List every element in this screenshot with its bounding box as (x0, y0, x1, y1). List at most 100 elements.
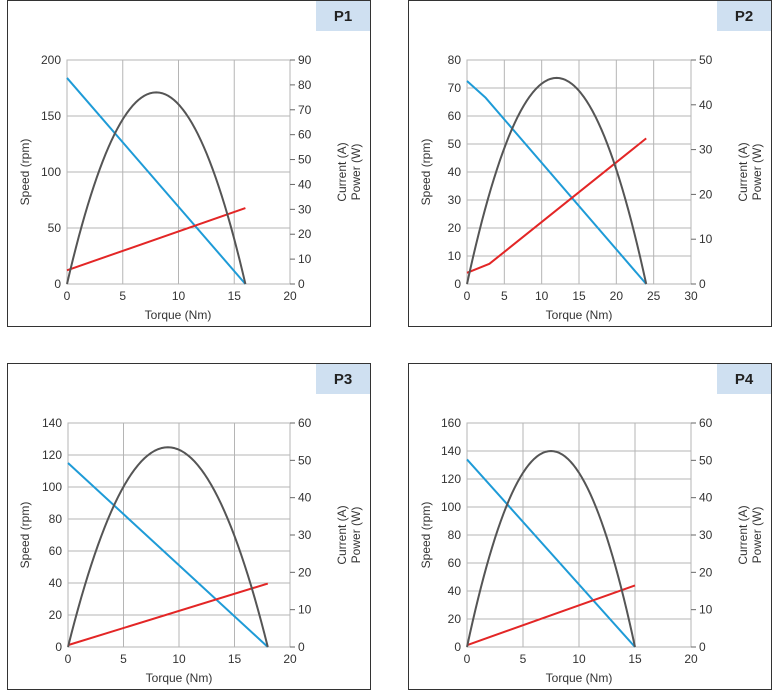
y-left-tick-label: 200 (41, 53, 61, 67)
y-right-tick-label: 10 (699, 232, 713, 246)
y-left-tick-label: 60 (448, 109, 462, 123)
x-tick-label: 10 (172, 652, 186, 666)
y-right-tick-label: 20 (699, 565, 713, 579)
y-right-tick-label: 90 (298, 53, 312, 67)
x-tick-label: 20 (610, 289, 624, 303)
y-right-tick-label: 50 (699, 53, 713, 67)
x-axis-label: Torque (Nm) (145, 308, 212, 322)
y-left-tick-label: 20 (448, 612, 462, 626)
panel-badge: P2 (717, 1, 771, 31)
y-right-tick-label: 80 (298, 78, 312, 92)
power-curve (67, 446, 269, 648)
y-right-tick-label: 40 (298, 177, 312, 191)
y-right-tick-label: 70 (298, 103, 312, 117)
y-left-tick-label: 0 (454, 640, 461, 654)
x-tick-label: 5 (501, 289, 508, 303)
x-axis-label: Torque (Nm) (146, 671, 213, 685)
y-right-tick-label: 60 (298, 128, 312, 142)
y-right-tick-label: 0 (699, 277, 706, 291)
x-tick-label: 15 (228, 652, 242, 666)
y-left-tick-label: 70 (448, 81, 462, 95)
y-right-tick-label: 50 (298, 453, 312, 467)
y-axis-left-label: Speed (rpm) (18, 502, 32, 569)
y-right-tick-label: 10 (699, 603, 713, 617)
y-left-tick-label: 40 (448, 584, 462, 598)
power-curve (466, 76, 648, 285)
y-left-tick-label: 40 (448, 165, 462, 179)
y-left-tick-label: 140 (42, 416, 62, 430)
y-right-tick-label: 40 (699, 491, 713, 505)
y-axis-left-label: Speed (rpm) (419, 139, 433, 206)
x-tick-label: 15 (628, 652, 642, 666)
chart-panel-p3: P3 0 5 10 15 20 0 20 40 60 80 100 120 140 0 10 20 30 40 50… (7, 363, 371, 690)
y-right-tick-label: 30 (298, 202, 312, 216)
chart-svg: 0 5 10 15 200501001502000102030405060708090 … (18, 53, 363, 322)
y-left-tick-label: 60 (49, 544, 63, 558)
y-axis-right-label-current: Current (A) (335, 142, 349, 201)
panel-badge: P4 (717, 364, 771, 394)
y-left-tick-label: 120 (441, 472, 461, 486)
x-tick-label: 10 (572, 652, 586, 666)
y-right-tick-label: 20 (699, 187, 713, 201)
x-tick-label: 0 (65, 652, 72, 666)
x-tick-label: 10 (172, 289, 186, 303)
x-tick-label: 20 (684, 652, 698, 666)
y-axis-right-label-power: Power (W) (750, 144, 764, 201)
y-axis-right-label-power: Power (W) (750, 507, 764, 564)
x-axis-label: Torque (Nm) (546, 671, 613, 685)
y-right-tick-label: 0 (298, 640, 305, 654)
speed-curve (66, 77, 247, 285)
x-axis-label: Torque (Nm) (546, 308, 613, 322)
chart-panel-p2: P2 0 5 10 15 20 25 30 0 10 20 30 40 50 60 70 80 0 10 20 30 4… (408, 0, 772, 327)
y-axis-right-label-current: Current (A) (736, 142, 750, 201)
y-left-tick-label: 150 (41, 109, 61, 123)
chart-panel-p4: P4 0 5 10 15 20 0 20 40 60 80 100 120 140 160 0 10 20 30 4… (408, 363, 772, 690)
y-right-tick-label: 10 (298, 252, 312, 266)
y-left-tick-label: 80 (49, 512, 63, 526)
y-left-tick-label: 50 (448, 137, 462, 151)
x-tick-label: 0 (464, 289, 471, 303)
y-axis-left-label: Speed (rpm) (419, 502, 433, 569)
x-tick-label: 10 (535, 289, 549, 303)
x-tick-label: 20 (283, 289, 297, 303)
y-right-tick-label: 40 (298, 491, 312, 505)
x-tick-label: 30 (684, 289, 698, 303)
y-axis-right-label-current: Current (A) (335, 505, 349, 564)
chart-svg: 0 5 10 15 2002040608010012014016001020304050… (419, 416, 764, 685)
current-curve (67, 582, 269, 647)
y-left-tick-label: 40 (49, 576, 63, 590)
y-axis-right-label-power: Power (W) (349, 507, 363, 564)
y-right-tick-label: 20 (298, 565, 312, 579)
speed-curve (466, 458, 636, 648)
x-tick-label: 15 (572, 289, 586, 303)
power-curve (466, 450, 636, 648)
x-tick-label: 25 (647, 289, 661, 303)
y-left-tick-label: 160 (441, 416, 461, 430)
y-left-tick-label: 20 (49, 608, 63, 622)
y-right-tick-label: 10 (298, 603, 312, 617)
current-curve (466, 584, 636, 647)
current-curve (66, 207, 246, 272)
speed-curve (67, 462, 269, 648)
x-tick-label: 0 (464, 652, 471, 666)
y-left-tick-label: 100 (441, 500, 461, 514)
y-axis-right-label-power: Power (W) (349, 144, 363, 201)
y-right-tick-label: 30 (298, 528, 312, 542)
x-tick-label: 5 (120, 652, 127, 666)
y-right-tick-label: 60 (298, 416, 312, 430)
y-left-tick-label: 60 (448, 556, 462, 570)
chart-svg: 0 5 10 15 20 25 300102030405060708001020304050… (419, 53, 764, 322)
y-left-tick-label: 10 (448, 249, 462, 263)
speed-curve (466, 80, 647, 285)
y-left-tick-label: 80 (448, 53, 462, 67)
x-tick-label: 5 (119, 289, 126, 303)
y-left-tick-label: 50 (48, 221, 62, 235)
y-right-tick-label: 50 (298, 153, 312, 167)
y-right-tick-label: 20 (298, 227, 312, 241)
y-right-tick-label: 0 (699, 640, 706, 654)
chart-svg: 0 5 10 15 200204060801001201400102030405060 … (18, 416, 363, 685)
y-left-tick-label: 140 (441, 444, 461, 458)
y-axis-right-label-current: Current (A) (736, 505, 750, 564)
y-left-tick-label: 80 (448, 528, 462, 542)
y-right-tick-label: 0 (298, 277, 305, 291)
